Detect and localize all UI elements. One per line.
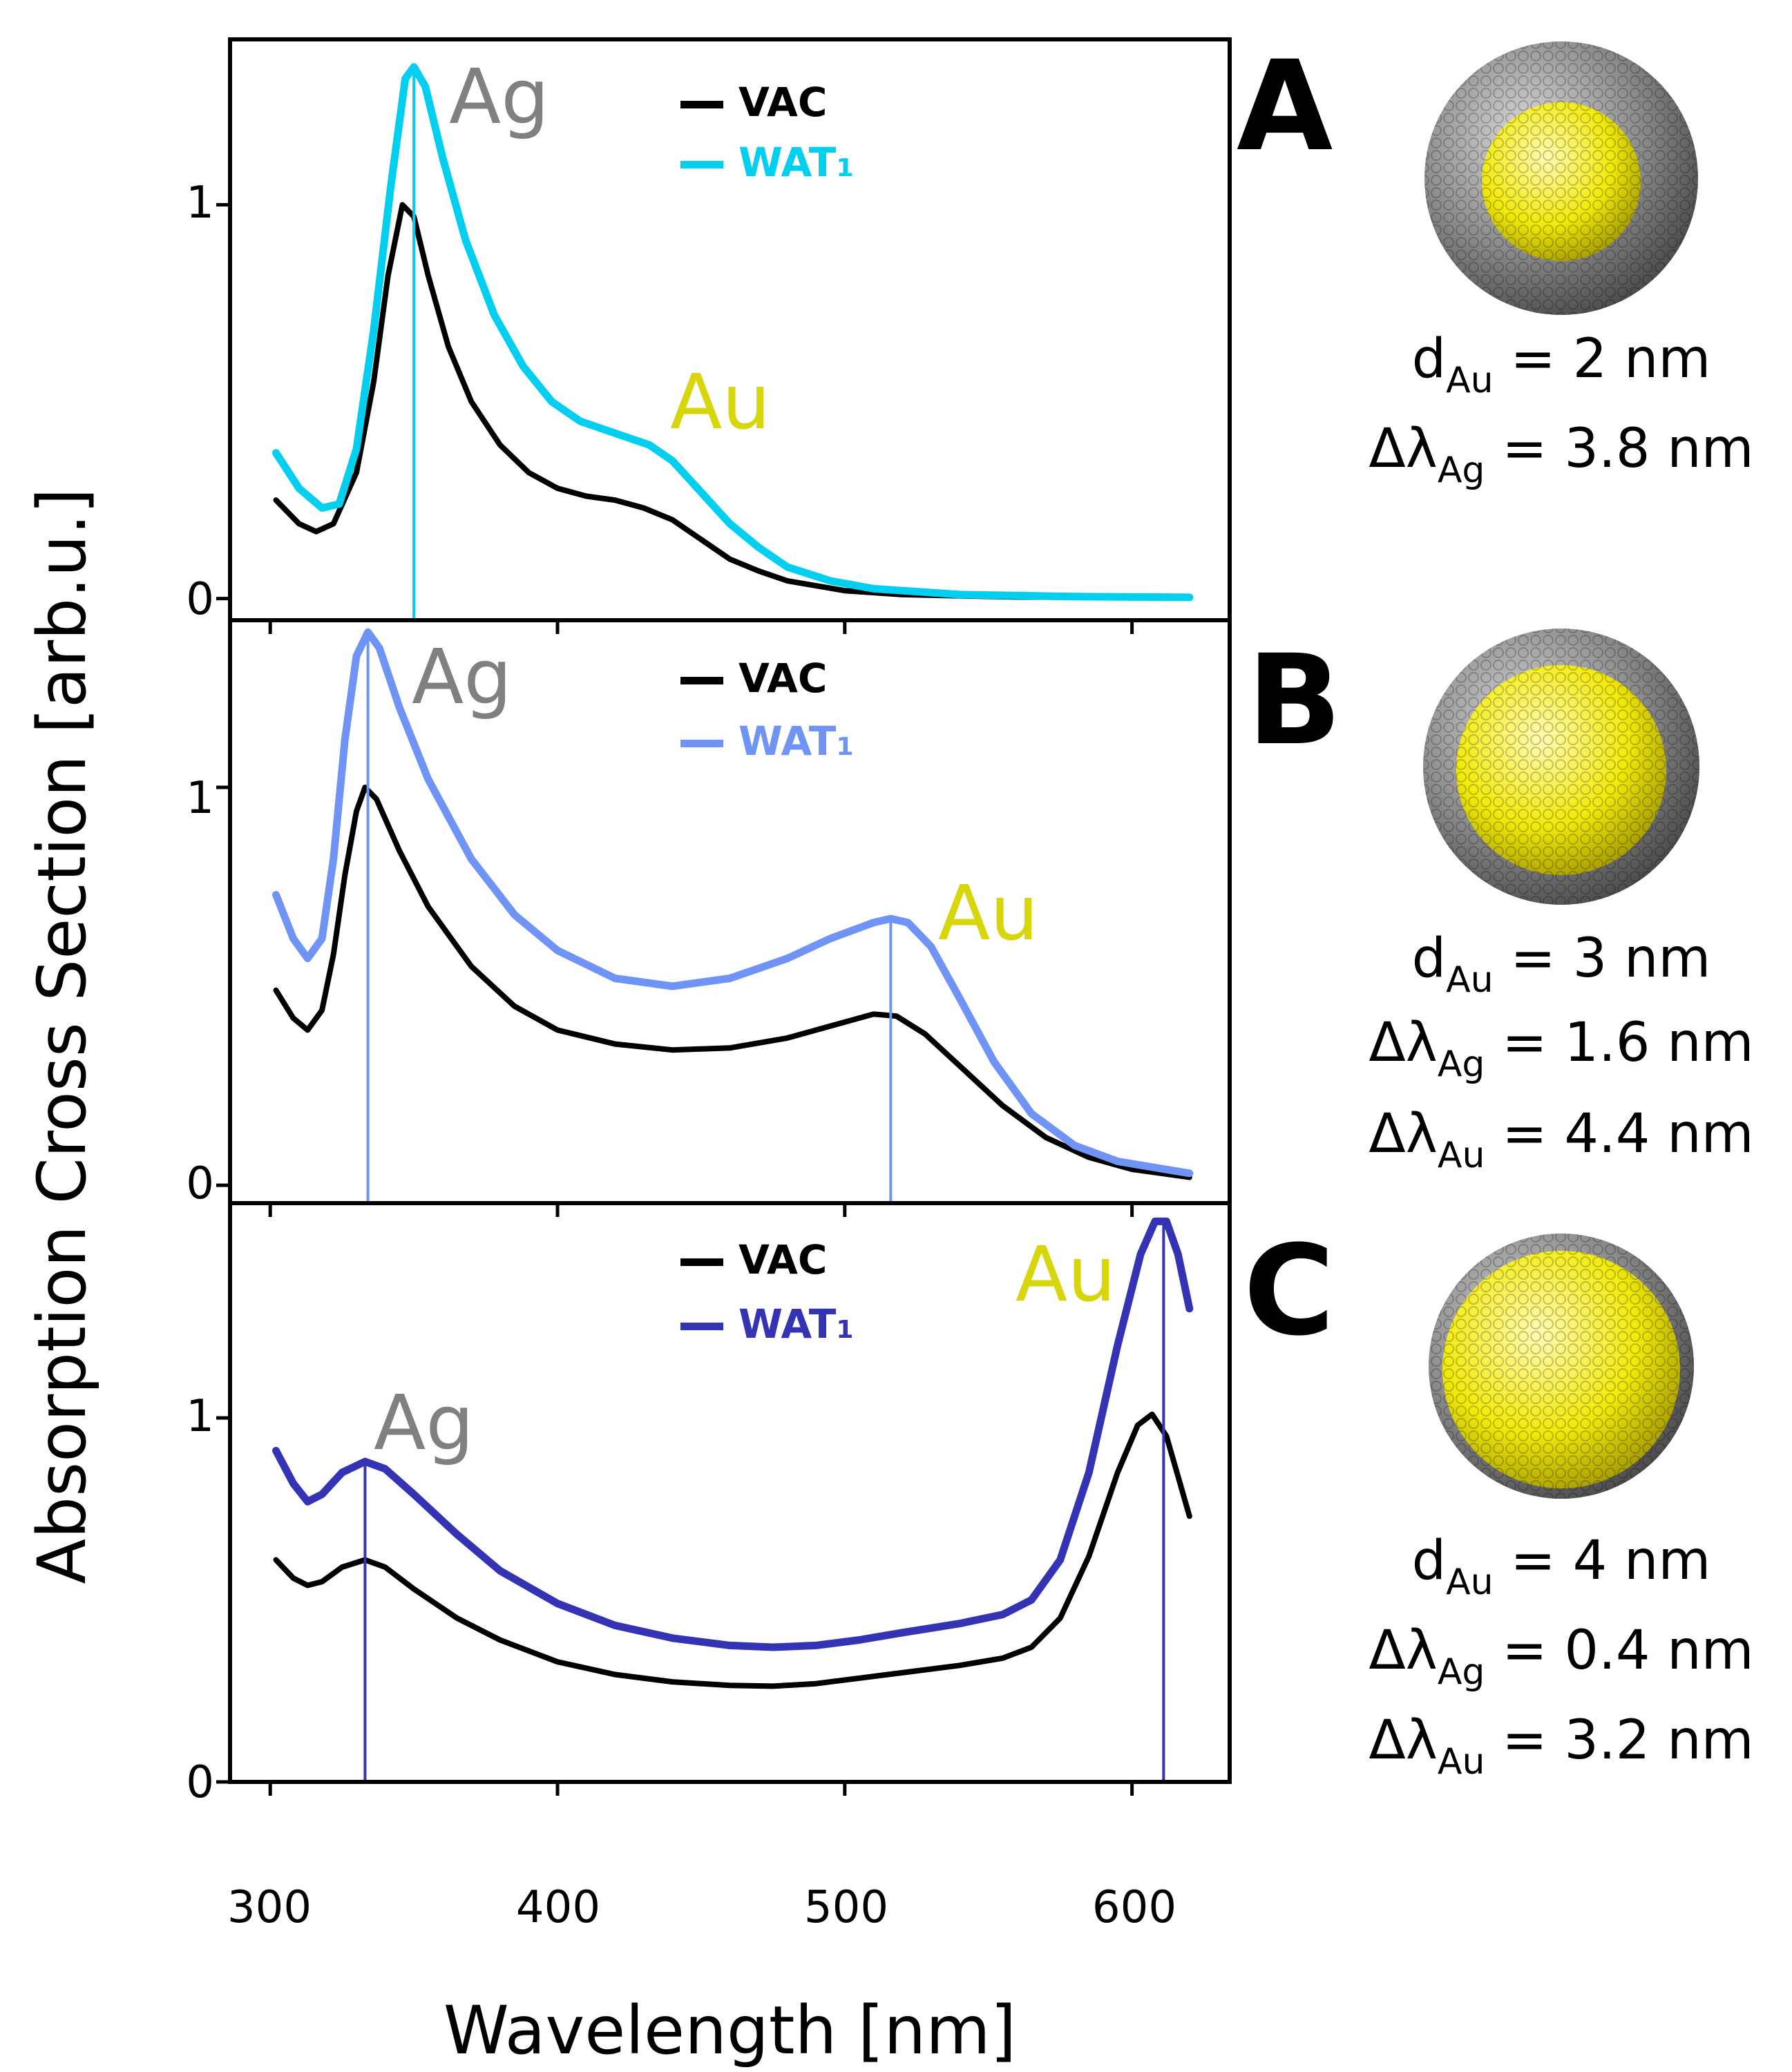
- legend-entry-vac: VAC: [680, 1236, 827, 1284]
- panel-b-au-shift: ΔλAu = 4.4 nm: [1340, 1100, 1782, 1190]
- y-tick-label: 0: [186, 1757, 214, 1808]
- x-tick-label: 500: [803, 1882, 889, 1933]
- series-line-vac: [273, 785, 1192, 1180]
- shift-subscript: Ag: [1437, 1651, 1485, 1693]
- d-symbol: d: [1411, 1530, 1447, 1592]
- core-atoms: [1456, 665, 1666, 875]
- x-tick-label: 400: [515, 1882, 601, 1933]
- shift-subscript: Au: [1437, 1135, 1485, 1176]
- x-tick-label: 300: [227, 1882, 312, 1933]
- legend-swatch: [680, 1258, 723, 1267]
- y-axis-label: Absorption Cross Section [arb.u.]: [23, 488, 101, 1584]
- legend-entry-vac: VAC: [680, 654, 827, 702]
- shift-value: = 1.6 nm: [1502, 1012, 1754, 1074]
- shift-subscript: Ag: [1437, 450, 1485, 491]
- series-line-vac: [273, 1411, 1192, 1689]
- panel-b-ag-shift: ΔλAg = 1.6 nm: [1340, 1008, 1782, 1099]
- panel-a-ag-shift: ΔλAg = 3.8 nm: [1340, 414, 1782, 505]
- d-subscript: Au: [1446, 1562, 1494, 1603]
- y-tick-label: 0: [186, 1158, 214, 1209]
- d-value: = 2 nm: [1510, 328, 1711, 390]
- legend-label: WAT: [738, 139, 837, 186]
- legend-entry-wat: WAT1: [680, 138, 853, 186]
- ag-peak-label: Ag: [412, 633, 513, 721]
- panel-c-core-diameter: dAu = 4 nm: [1340, 1526, 1782, 1617]
- panel-c-ag-shift: ΔλAg = 0.4 nm: [1340, 1616, 1782, 1707]
- panel-a-core-diameter: dAu = 2 nm: [1340, 325, 1782, 415]
- core-atoms: [1442, 1251, 1680, 1488]
- core-atoms: [1482, 102, 1641, 261]
- x-axis-label: Wavelength [nm]: [443, 1992, 1017, 2069]
- delta-lambda-symbol: Δλ: [1369, 1012, 1438, 1074]
- series-line-wat: [272, 628, 1194, 1178]
- plot-panel-a: [216, 37, 1232, 634]
- series-line-vac: [273, 202, 1192, 601]
- delta-lambda-symbol: Δλ: [1369, 418, 1438, 480]
- delta-lambda-symbol: Δλ: [1369, 1620, 1438, 1682]
- legend-entry-wat: WAT1: [680, 717, 853, 765]
- d-symbol: d: [1411, 928, 1447, 990]
- plot-frame: [228, 1201, 1232, 1784]
- shift-value: = 0.4 nm: [1502, 1620, 1754, 1682]
- d-subscript: Au: [1446, 360, 1494, 401]
- shift-value: = 3.2 nm: [1502, 1709, 1754, 1772]
- legend-label: WAT: [738, 718, 837, 765]
- nanoparticle-a: [1424, 41, 1698, 315]
- x-tick-label: 600: [1092, 1882, 1177, 1933]
- shift-subscript: Au: [1437, 1741, 1485, 1783]
- legend-swatch: [680, 161, 723, 169]
- ag-peak-label: Ag: [374, 1379, 475, 1467]
- panel-b-core-diameter: dAu = 3 nm: [1340, 924, 1782, 1015]
- shift-value: = 3.8 nm: [1502, 418, 1754, 480]
- legend-swatch: [680, 101, 723, 109]
- d-value: = 3 nm: [1510, 928, 1711, 990]
- legend-label: VAC: [738, 79, 828, 126]
- panel-letter-c: C: [1243, 1219, 1335, 1363]
- delta-lambda-symbol: Δλ: [1369, 1709, 1438, 1772]
- legend-swatch: [680, 1323, 723, 1331]
- legend-entry-wat: WAT1: [680, 1300, 853, 1348]
- y-tick-label: 1: [186, 1391, 214, 1442]
- legend-label: VAC: [738, 655, 828, 702]
- plot-frame: [228, 618, 1232, 1205]
- shift-subscript: Ag: [1437, 1044, 1485, 1085]
- panel-letter-b: B: [1247, 629, 1342, 773]
- y-tick-label: 1: [186, 773, 214, 824]
- delta-lambda-symbol: Δλ: [1369, 1103, 1438, 1165]
- d-value: = 4 nm: [1510, 1530, 1711, 1592]
- panel-c-au-shift: ΔλAu = 3.2 nm: [1340, 1706, 1782, 1796]
- y-tick-label: 0: [186, 574, 214, 625]
- y-tick-label: 1: [186, 178, 214, 229]
- d-symbol: d: [1411, 328, 1447, 390]
- legend-label: WAT: [738, 1301, 837, 1347]
- plot-panel-c: [216, 1201, 1232, 1796]
- nanoparticle-c: [1429, 1234, 1694, 1499]
- panel-letter-a: A: [1237, 35, 1333, 179]
- series-line-wat: [272, 63, 1194, 602]
- legend-entry-vac: VAC: [680, 78, 827, 126]
- legend-subscript: 1: [836, 154, 854, 182]
- ag-peak-label: Ag: [449, 52, 550, 141]
- legend-subscript: 1: [836, 733, 854, 761]
- au-peak-label: Au: [1016, 1230, 1116, 1318]
- shift-value: = 4.4 nm: [1502, 1103, 1754, 1165]
- plot-panel-b: [216, 618, 1232, 1217]
- legend-swatch: [680, 740, 723, 748]
- series-line-wat: [272, 1217, 1194, 1651]
- d-subscript: Au: [1446, 959, 1494, 1001]
- legend-label: VAC: [738, 1236, 828, 1283]
- legend-swatch: [680, 677, 723, 685]
- nanoparticle-b: [1423, 629, 1699, 905]
- au-peak-label: Au: [938, 869, 1038, 957]
- legend-subscript: 1: [836, 1316, 854, 1344]
- au-peak-label: Au: [670, 358, 770, 446]
